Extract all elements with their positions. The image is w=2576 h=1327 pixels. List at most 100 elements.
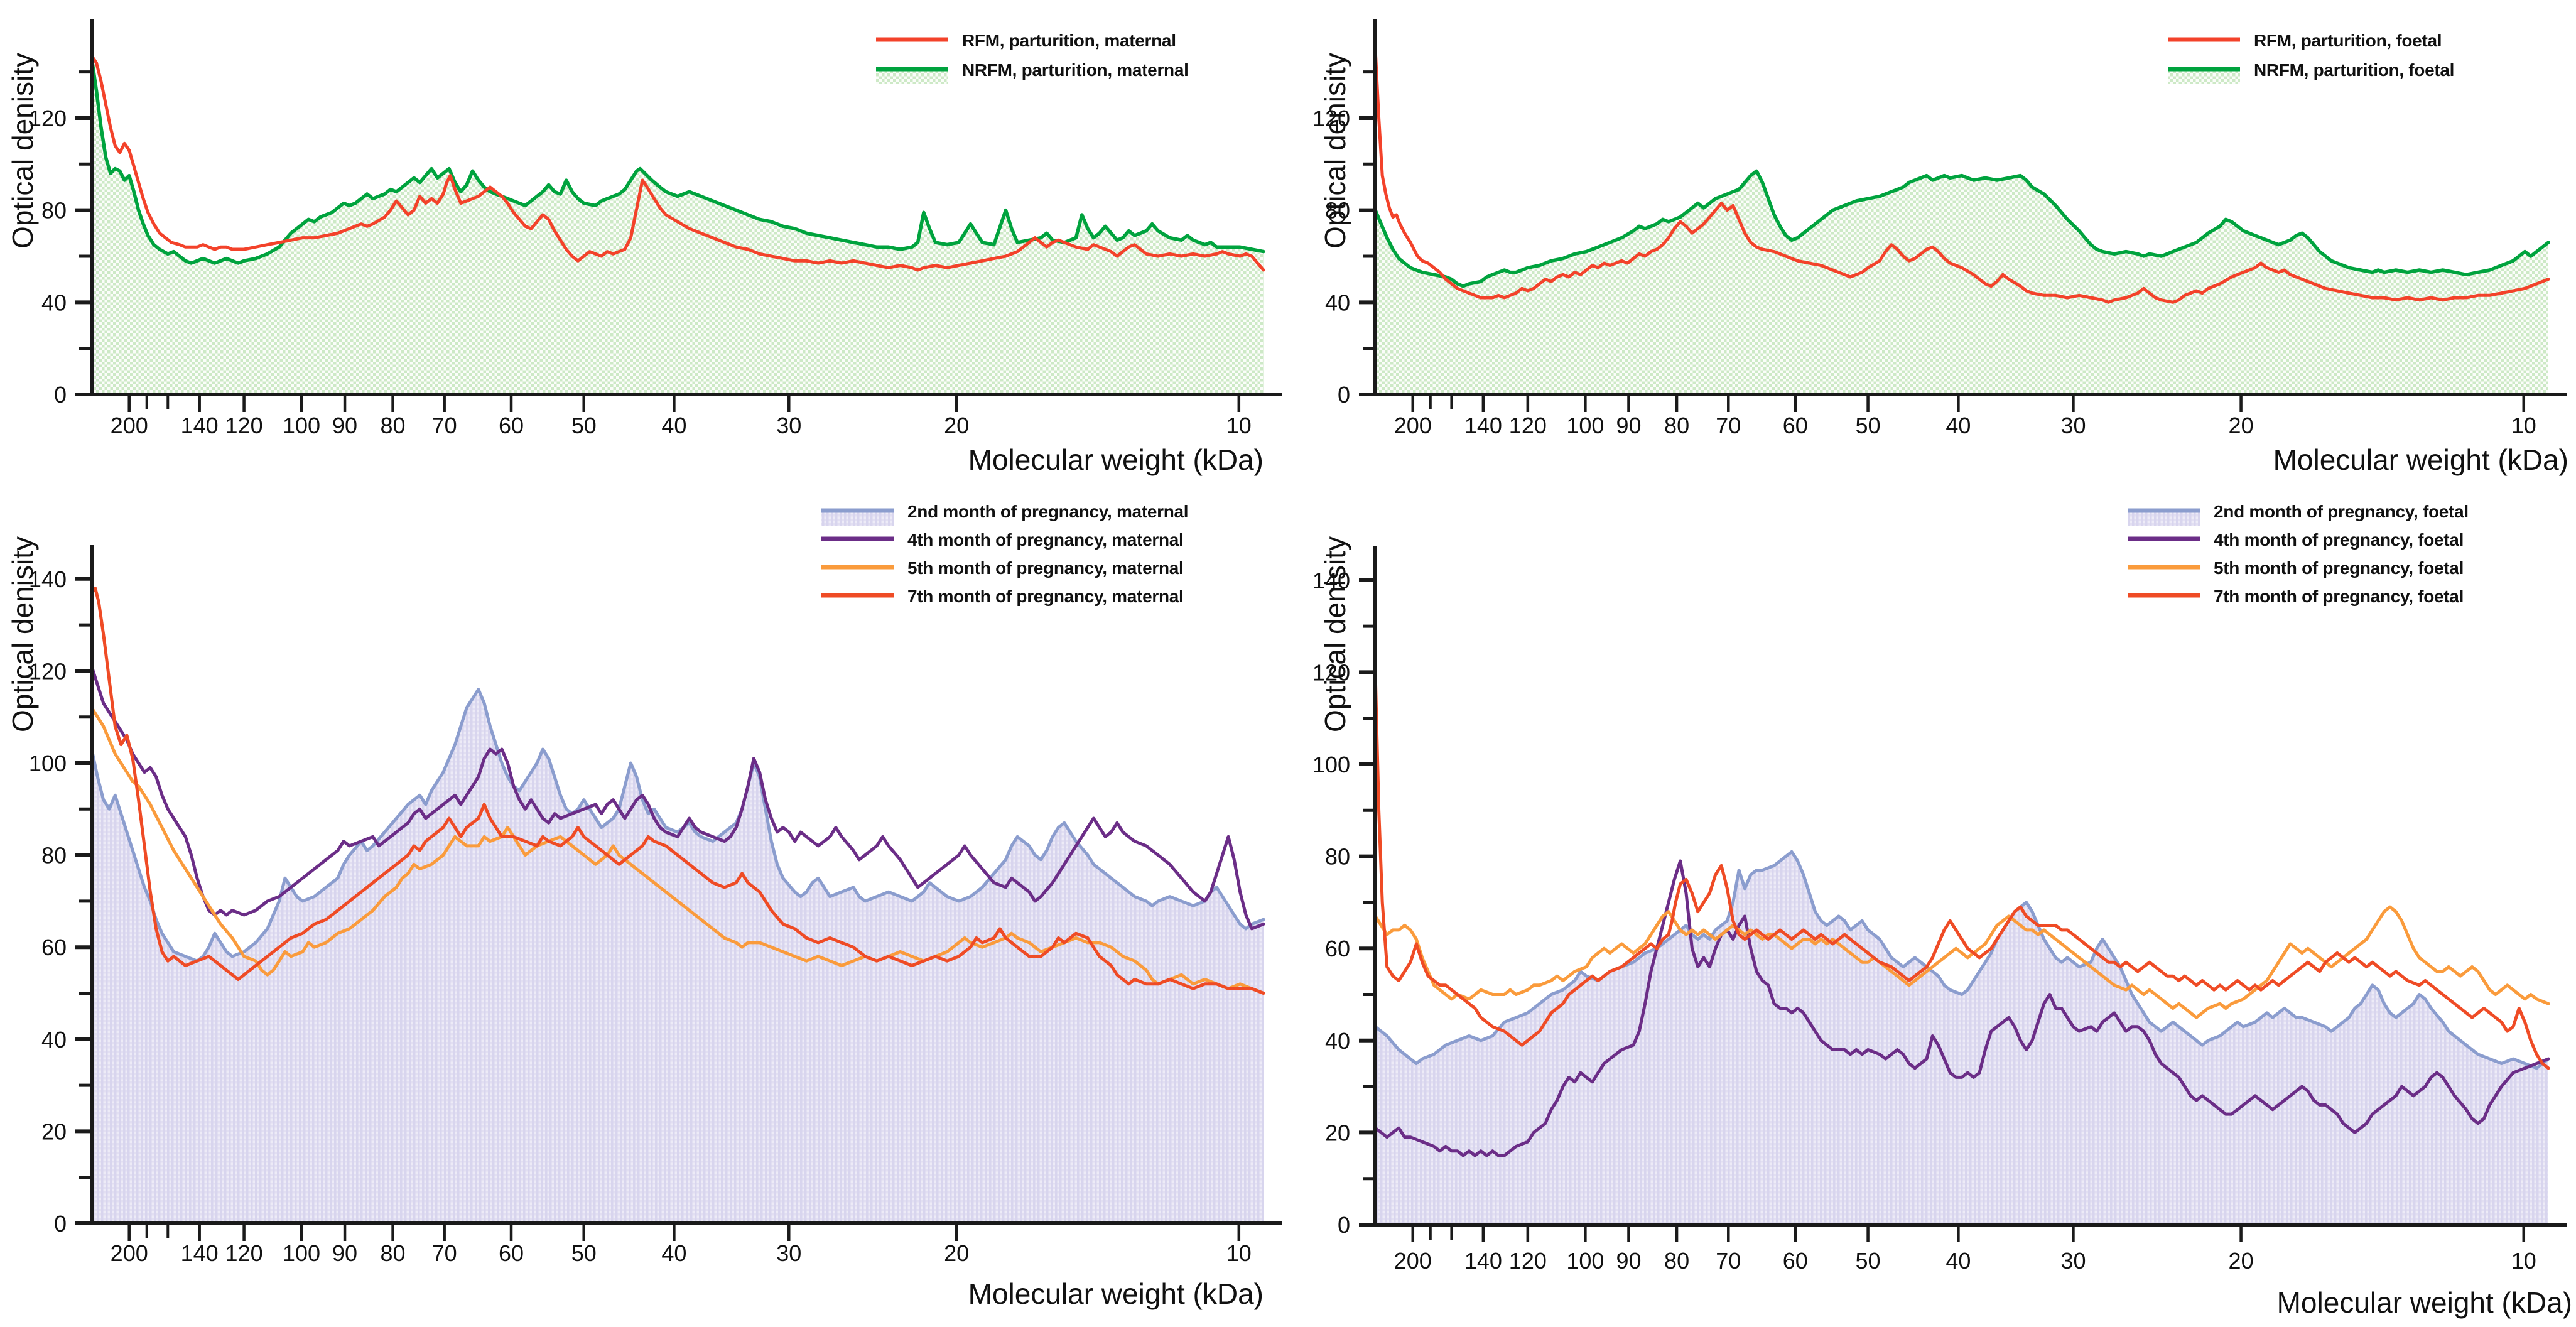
legend-label: NRFM, parturition, foetal [2254, 60, 2454, 80]
legend-label: 4th month of pregnancy, maternal [907, 530, 1184, 550]
x-tick-label: 90 [332, 1240, 357, 1266]
legend-item: 5th month of pregnancy, maternal [821, 558, 1184, 578]
legend-label: 7th month of pregnancy, foetal [2214, 587, 2464, 606]
y-tick-label: 80 [1325, 844, 1350, 870]
x-tick-label: 100 [1566, 1248, 1604, 1274]
x-tick-label: 200 [1394, 413, 1432, 438]
x-tick-label: 50 [1856, 413, 1881, 438]
x-tick-label: 140 [1464, 1248, 1502, 1274]
series-line [1373, 169, 2550, 288]
x-tick-label: 90 [1616, 1248, 1641, 1274]
x-tick-label: 100 [283, 413, 320, 438]
legend-item: 2nd month of pregnancy, foetal [2128, 502, 2469, 526]
legend-item: 4th month of pregnancy, maternal [821, 530, 1184, 550]
series-line [1373, 47, 2550, 304]
series-line [1373, 859, 2550, 1157]
x-tick-label: 40 [661, 1240, 686, 1266]
y-tick-label: 100 [29, 750, 67, 776]
x-tick-label: 10 [1226, 413, 1252, 438]
x-tick-label: 30 [776, 413, 801, 438]
legend-item: 5th month of pregnancy, foetal [2128, 558, 2464, 578]
x-tick-label: 140 [181, 1240, 219, 1266]
y-axis-title-bottom-right: Optical denisity [1319, 536, 1351, 732]
legend-item: RFM, parturition, maternal [876, 31, 1176, 50]
x-tick-label: 200 [111, 1240, 148, 1266]
y-tick-label: 60 [1325, 936, 1350, 961]
y-tick-label: 120 [1312, 106, 1350, 131]
x-tick-label: 70 [432, 1240, 457, 1266]
y-tick-label: 80 [1325, 198, 1350, 224]
legend-label: RFM, parturition, maternal [962, 31, 1176, 50]
x-tick-label: 70 [1716, 1248, 1741, 1274]
legend-item: 2nd month of pregnancy, maternal [821, 502, 1189, 526]
y-axis-title-top-right: Optical denisity [1319, 53, 1351, 249]
y-tick-label: 0 [54, 382, 67, 408]
legend-label: RFM, parturition, foetal [2254, 31, 2442, 50]
x-tick-label: 70 [432, 413, 457, 438]
legend-label: 7th month of pregnancy, maternal [907, 587, 1184, 606]
legend-label: NRFM, parturition, maternal [962, 60, 1189, 80]
x-axis-title-top-right: Molecular weight (kDa) [2273, 443, 2568, 476]
y-tick-label: 40 [1325, 290, 1350, 315]
x-tick-label: 20 [2229, 413, 2254, 438]
x-tick-label: 60 [499, 413, 524, 438]
x-tick-label: 50 [571, 413, 597, 438]
x-tick-label: 10 [2511, 1248, 2536, 1274]
y-tick-label: 0 [1338, 1212, 1350, 1238]
series-line [1373, 905, 2550, 1019]
series-line [1373, 670, 2550, 1070]
legend-label: 5th month of pregnancy, foetal [2214, 558, 2464, 578]
x-tick-label: 20 [2229, 1248, 2254, 1274]
y-axis-title-top-left: Optical denisity [6, 53, 39, 249]
y-tick-label: 140 [1312, 568, 1350, 593]
x-tick-label: 80 [381, 413, 406, 438]
legend-fill-swatch [821, 511, 894, 526]
y-tick-label: 80 [41, 843, 67, 869]
y-tick-label: 100 [1312, 752, 1350, 777]
x-tick-label: 100 [1566, 413, 1604, 438]
x-tick-label: 200 [1394, 1248, 1432, 1274]
series-line [90, 664, 1265, 931]
legend-item: 7th month of pregnancy, foetal [2128, 587, 2464, 606]
y-tick-label: 20 [41, 1118, 67, 1144]
x-tick-label: 120 [1509, 1248, 1547, 1274]
x-tick-label: 70 [1716, 413, 1741, 438]
legend-item: RFM, parturition, foetal [2168, 31, 2442, 50]
y-tick-label: 140 [29, 566, 67, 592]
x-tick-label: 90 [1616, 413, 1641, 438]
panel-top-right: 0 40 80 120 200 140 120 100 90 80 70 60 50 40 30 20 10 RF… [1312, 19, 2567, 438]
legend-item: NRFM, parturition, foetal [2168, 60, 2454, 84]
panel-bottom-right: 0 20 40 60 80 100 120 140 200 140 120 100 90 80 70 60 50… [1312, 502, 2567, 1274]
y-tick-label: 60 [41, 934, 67, 960]
area-bottom-left [92, 689, 1264, 1223]
x-tick-label: 10 [2511, 413, 2536, 438]
x-tick-label: 50 [1856, 1248, 1881, 1274]
y-tick-label: 80 [41, 198, 67, 224]
x-tick-label: 40 [1946, 413, 1971, 438]
x-tick-label: 120 [225, 413, 263, 438]
series-line [90, 54, 1265, 272]
legend-fill-swatch [2128, 511, 2200, 526]
x-tick-label: 80 [381, 1240, 406, 1266]
x-tick-label: 80 [1664, 1248, 1689, 1274]
legend-fill-swatch [2168, 69, 2240, 84]
x-axis-title-top-left: Molecular weight (kDa) [968, 443, 1264, 476]
x-tick-label: 100 [283, 1240, 320, 1266]
y-tick-label: 120 [1312, 659, 1350, 685]
x-tick-label: 60 [1783, 413, 1808, 438]
x-axis-title-bottom-right: Molecular weight (kDa) [2277, 1286, 2572, 1319]
x-tick-label: 140 [181, 413, 219, 438]
area-top-right [1375, 171, 2548, 394]
x-tick-label: 50 [571, 1240, 597, 1266]
x-tick-label: 120 [225, 1240, 263, 1266]
x-tick-label: 30 [2060, 1248, 2086, 1274]
legend-fill-swatch [876, 69, 948, 84]
legend-label: 2nd month of pregnancy, maternal [907, 502, 1188, 521]
y-tick-label: 40 [41, 1027, 67, 1053]
x-tick-label: 60 [499, 1240, 524, 1266]
x-tick-label: 60 [1783, 1248, 1808, 1274]
x-tick-label: 30 [776, 1240, 801, 1266]
